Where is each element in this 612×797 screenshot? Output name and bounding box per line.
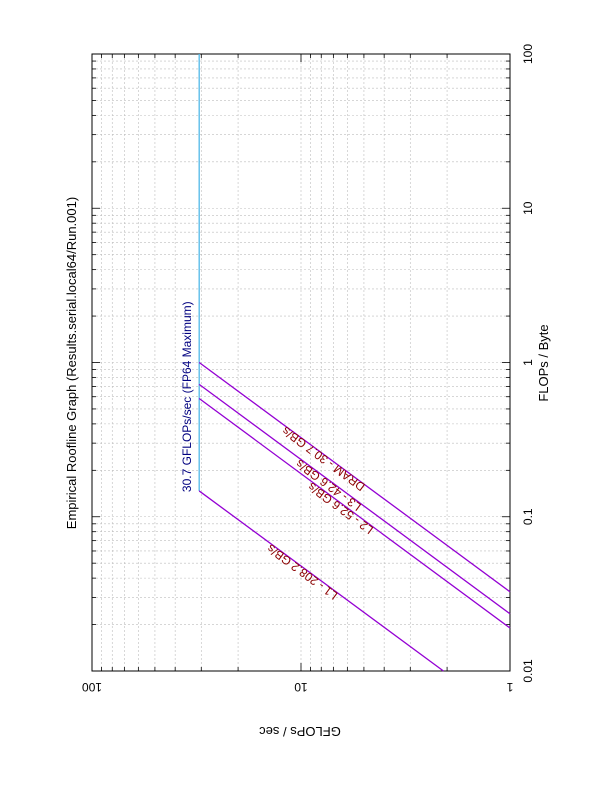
x-tick-label: 10 (521, 201, 535, 215)
x-tick-label: 1 (521, 359, 535, 366)
y-tick-label: 1 (506, 680, 513, 694)
annotation-layer: 30.7 GFLOPs/sec (FP64 Maximum) L1 - 208.2… (180, 301, 376, 602)
series-line (198, 361, 511, 593)
series-line (198, 383, 511, 615)
x-tick-label: 100 (521, 44, 535, 64)
grid-layer (92, 54, 510, 671)
annotation-label: L1 - 208.2 GB/s (264, 541, 340, 602)
x-tick-label: 0.01 (521, 659, 535, 683)
annotation-label: 30.7 GFLOPs/sec (FP64 Maximum) (180, 301, 194, 492)
series-layer (198, 54, 511, 672)
x-axis-label: FLOPs / Byte (536, 324, 551, 401)
chart-title: Empirical Roofline Graph (Results.serial… (64, 197, 79, 529)
y-tick-label: 100 (82, 680, 102, 694)
y-axis-label: GFLOPs / sec (259, 724, 341, 739)
x-tick-label: 0.1 (521, 508, 535, 525)
series-line (198, 398, 511, 629)
tick-layer: 0.01 0.1 1 10 100 1 10 100 (82, 44, 535, 694)
y-tick-label: 10 (294, 680, 308, 694)
series-line (198, 490, 444, 672)
